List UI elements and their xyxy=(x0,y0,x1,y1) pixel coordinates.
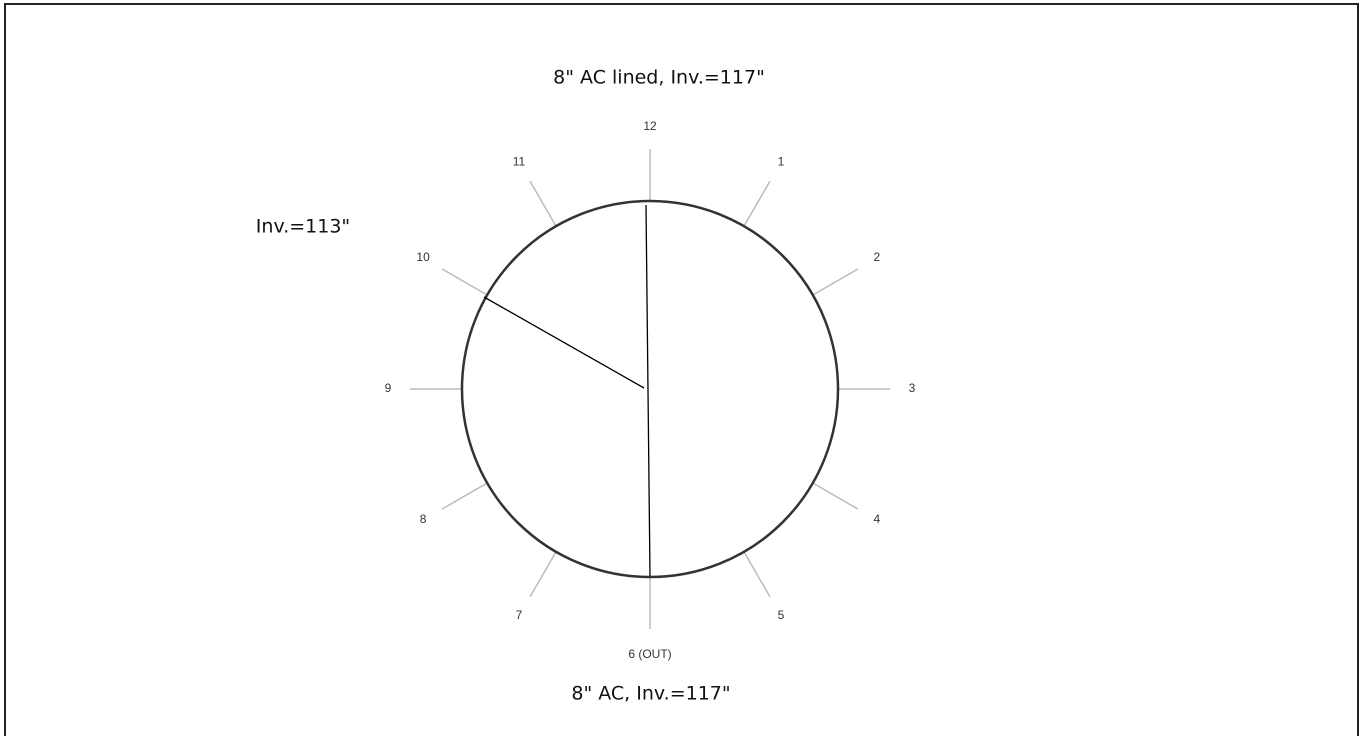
clock-label: 5 xyxy=(778,608,785,622)
bottom-label: 8" AC, Inv.=117" xyxy=(571,683,730,705)
clock-label: 4 xyxy=(874,512,881,526)
clock-label: 1 xyxy=(778,154,785,168)
clock-label: 8 xyxy=(420,512,427,526)
main-pipe xyxy=(645,204,651,577)
clock-label: 10 xyxy=(416,250,430,264)
clock-tick xyxy=(812,482,859,510)
side-pipe xyxy=(483,296,645,389)
clock-label: 12 xyxy=(643,119,657,133)
clock-label: 3 xyxy=(909,381,916,395)
clock-tick xyxy=(441,482,488,510)
clock-label: 7 xyxy=(516,608,523,622)
clock-tick xyxy=(743,551,771,598)
left-label: Inv.=113" xyxy=(256,216,350,238)
clock-label: 9 xyxy=(385,381,392,395)
clock-label: 11 xyxy=(513,154,526,168)
clock-tick xyxy=(743,180,771,227)
clock-label: 6 (OUT) xyxy=(628,647,671,661)
clock-tick xyxy=(529,180,557,227)
clock-label: 2 xyxy=(874,250,881,264)
clock-tick xyxy=(529,551,557,598)
clock-ticks xyxy=(410,149,890,629)
manhole-circle xyxy=(460,199,840,579)
clock-tick xyxy=(812,268,859,296)
clock-tick xyxy=(441,268,488,296)
frame xyxy=(4,3,1359,736)
top-label: 8" AC lined, Inv.=117" xyxy=(553,67,765,89)
